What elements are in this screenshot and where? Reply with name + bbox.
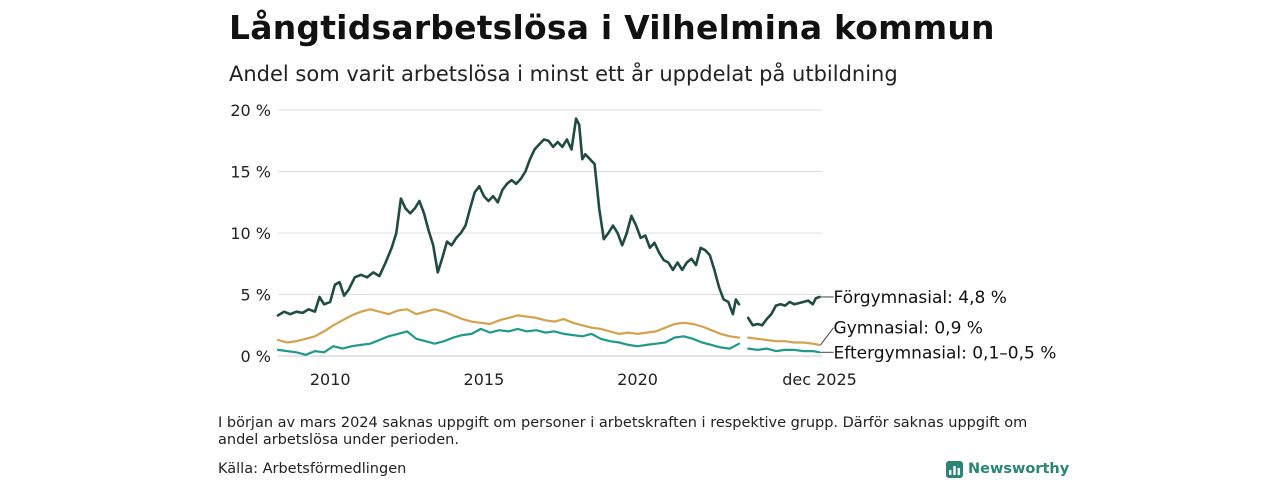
series-end-label: Gymnasial: 0,9 % xyxy=(834,319,983,339)
series-line-gymnasial xyxy=(747,336,821,346)
y-tick-label: 5 % xyxy=(241,286,271,305)
chart-footnote: I början av mars 2024 saknas uppgift om … xyxy=(218,415,1028,448)
x-tick-label: 2015 xyxy=(464,370,505,389)
chart-title: Långtidsarbetslösa i Vilhelmina kommun xyxy=(229,8,995,47)
series-label-leader xyxy=(820,327,834,346)
bar-chart-logo-icon xyxy=(946,460,963,478)
series-line-forgymnasial xyxy=(746,295,821,327)
newsworthy-logo: Newsworthy xyxy=(946,459,1069,479)
series-line-forgymnasial xyxy=(276,117,741,317)
x-tick-label: 2020 xyxy=(617,370,658,389)
y-tick-label: 20 % xyxy=(230,101,271,120)
x-tick-label: dec 2025 xyxy=(782,370,857,389)
line-chart: 0 % 5 % 10 % 15 % 20 % 2010 2015 2020 dec 2025 Fö… xyxy=(230,101,1057,389)
brand-name: Newsworthy xyxy=(968,461,1070,477)
series-line-eftergymnasial xyxy=(747,347,821,354)
series-end-label: Förgymnasial: 4,8 % xyxy=(834,288,1007,308)
source-note: Källa: Arbetsförmedlingen xyxy=(218,461,407,477)
series-line-gymnasial xyxy=(276,308,741,344)
y-tick-label: 15 % xyxy=(230,163,271,182)
y-tick-label: 10 % xyxy=(230,224,271,243)
series-end-label: Eftergymnasial: 0,1–0,5 % xyxy=(834,343,1057,363)
series-line-eftergymnasial xyxy=(276,327,741,356)
x-tick-label: 2010 xyxy=(310,370,351,389)
y-tick-label: 0 % xyxy=(241,347,271,366)
chart-subtitle: Andel som varit arbetslösa i minst ett å… xyxy=(229,62,898,86)
